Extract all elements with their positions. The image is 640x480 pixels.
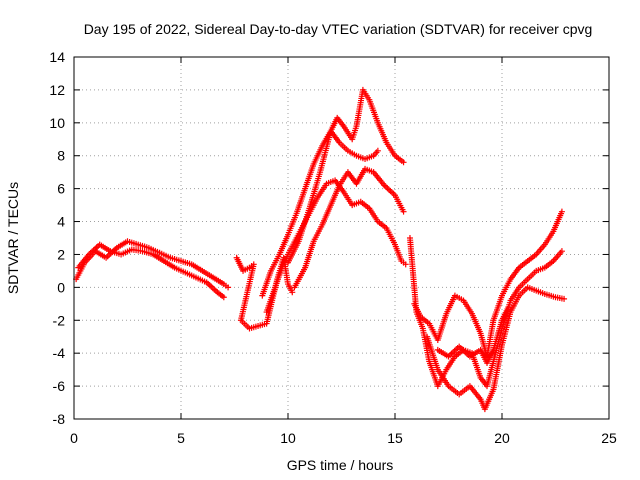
series-track-c [259,128,381,299]
x-tick-label: 10 [280,430,296,446]
y-tick-label: 12 [49,82,65,98]
y-tick-label: 4 [57,214,65,230]
data-point [558,248,565,255]
series-track-h [411,208,565,360]
y-tick-label: 6 [57,181,65,197]
data-marks [73,86,568,413]
axis-ticks [73,56,610,420]
y-tick-label: 8 [57,148,65,164]
x-tick-label: 0 [70,430,78,446]
data-point [558,208,565,215]
data-point [374,147,381,154]
y-tick-label: -6 [53,378,66,394]
data-point [505,304,512,311]
x-tick-labels: 0 5 10 15 20 25 [70,430,617,446]
data-point [220,294,227,301]
series-track-i [424,284,568,413]
data-point [400,208,407,215]
series-track-g [406,235,565,390]
series-track-j [233,254,296,332]
data-point [225,284,232,291]
data-point [561,295,568,302]
y-tick-label: 10 [49,115,65,131]
data-point [289,289,296,296]
plot-frame [73,56,610,420]
x-tick-label: 25 [601,430,617,446]
y-tick-label: 2 [57,246,65,262]
x-tick-label: 15 [387,430,403,446]
y-tick-label: 14 [49,49,65,65]
x-tick-label: 5 [177,430,185,446]
y-tick-label: -4 [53,345,66,361]
series-track-e [285,86,407,266]
series-track-k [434,304,512,367]
y-axis-label: SDTVAR / TECUs [5,182,21,294]
x-tick-label: 20 [494,430,510,446]
data-point [400,159,407,166]
x-axis-label: GPS time / hours [287,457,394,473]
series-track-b [75,241,227,301]
series-track-a [73,238,232,291]
series-track-f [291,165,407,291]
y-tick-label: -8 [53,411,66,427]
chart-title: Day 195 of 2022, Sidereal Day-to-day VTE… [84,21,593,37]
grid-lines [74,57,609,419]
y-tick-label: -2 [53,312,66,328]
y-tick-labels: -8 -6 -4 -2 0 2 4 6 8 10 12 14 [49,49,65,427]
y-tick-label: 0 [57,279,65,295]
data-point [402,261,409,268]
